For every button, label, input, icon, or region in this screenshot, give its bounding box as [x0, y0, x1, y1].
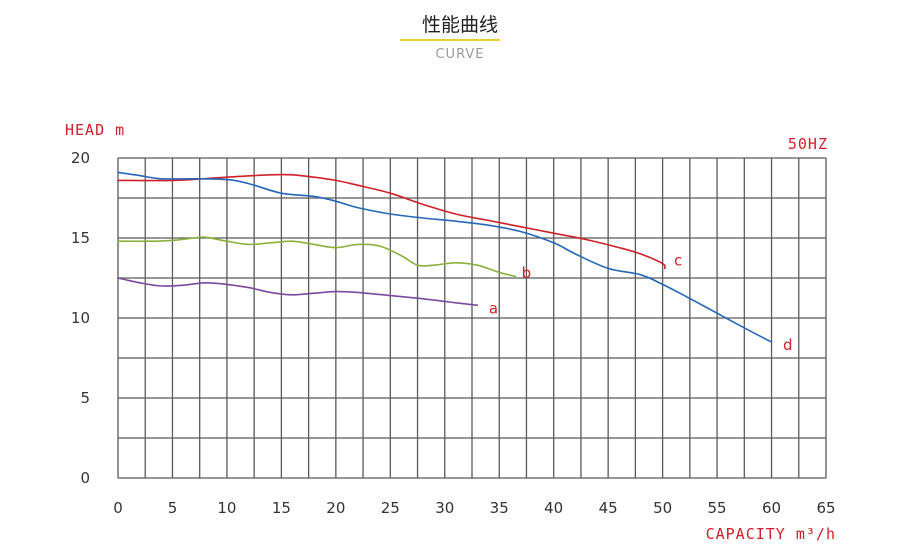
series-label-a: a: [489, 299, 498, 317]
frequency-annotation: 50HZ: [788, 135, 828, 153]
page-subtitle: CURVE: [435, 47, 485, 62]
y-tick-label: 0: [80, 469, 90, 487]
series-line-b: [117, 236, 517, 278]
title-underline: [400, 39, 500, 41]
chart-grid: [117, 157, 827, 479]
x-tick-label: 10: [217, 499, 236, 517]
x-tick-label: 55: [708, 499, 727, 517]
x-tick-label: 5: [168, 499, 178, 517]
y-tick-label: 20: [71, 149, 90, 167]
series-line-c: [117, 173, 666, 270]
series-label-b: b: [522, 264, 532, 282]
x-tick-label: 50: [653, 499, 672, 517]
series-line-d: [117, 171, 773, 343]
y-tick-label: 15: [71, 229, 90, 247]
x-tick-label: 25: [381, 499, 400, 517]
y-tick-label: 5: [80, 389, 90, 407]
x-tick-label: 0: [113, 499, 123, 517]
chart-series: [117, 171, 773, 343]
x-tick-label: 45: [599, 499, 618, 517]
x-tick-label: 30: [435, 499, 454, 517]
x-tick-label: 35: [490, 499, 509, 517]
chart-axes: 0 5 10 15 20 25 30 35 40 45 50 55 60 65 0 5 10 15 20: [71, 149, 836, 517]
header: 性能曲线 CURVE: [0, 0, 920, 80]
x-tick-label: 40: [544, 499, 563, 517]
x-axis-label: CAPACITY m³/h: [706, 525, 836, 543]
series-label-d: d: [783, 336, 793, 354]
x-tick-label: 65: [816, 499, 835, 517]
y-tick-label: 10: [71, 309, 90, 327]
y-axis-label: HEAD m: [65, 121, 125, 139]
series-label-c: c: [674, 251, 682, 269]
x-tick-label: 20: [326, 499, 345, 517]
x-tick-label: 15: [272, 499, 291, 517]
chart-labels: a b c d: [489, 251, 793, 354]
x-tick-label: 60: [762, 499, 781, 517]
series-line-a: [117, 277, 479, 306]
page-title: 性能曲线: [421, 14, 498, 36]
